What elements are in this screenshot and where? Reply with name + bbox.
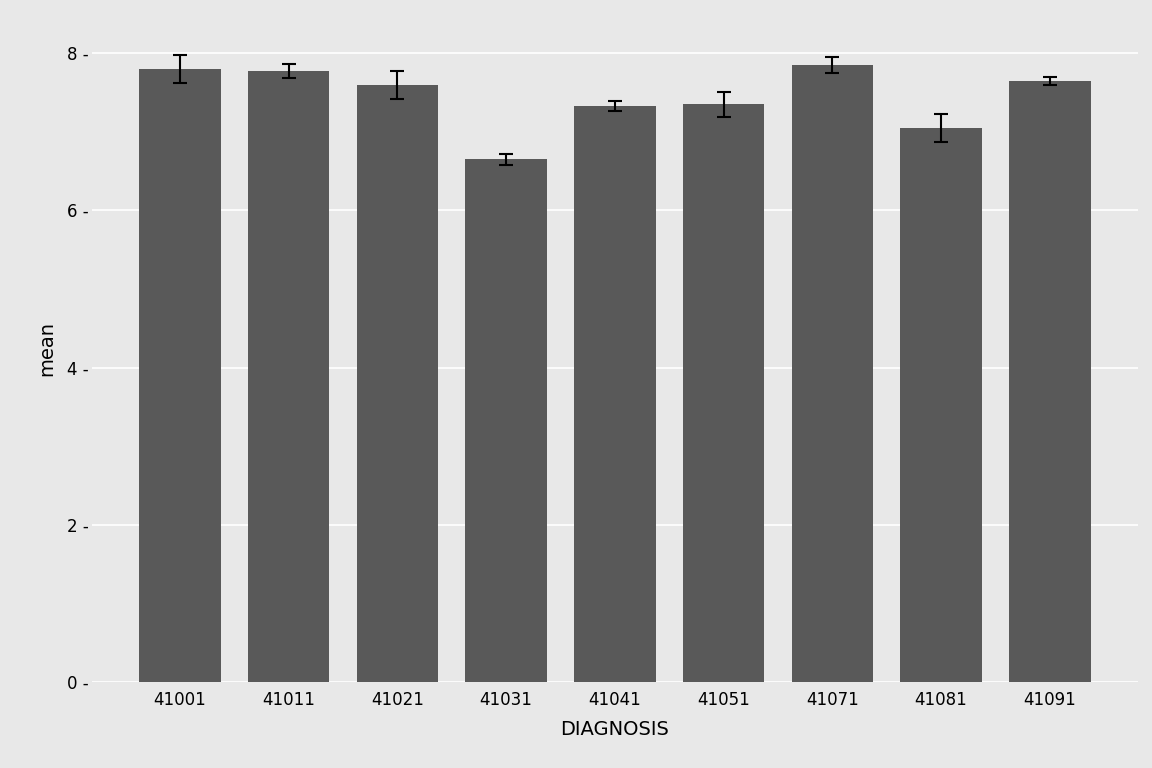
X-axis label: DIAGNOSIS: DIAGNOSIS	[560, 720, 669, 739]
Bar	[248, 71, 329, 682]
Bar	[357, 84, 438, 682]
Bar	[1009, 81, 1091, 682]
Bar	[574, 106, 655, 682]
Bar	[139, 69, 221, 682]
Y-axis label: mean: mean	[37, 320, 56, 376]
Bar	[683, 104, 764, 682]
Bar	[791, 65, 873, 682]
Bar	[465, 160, 547, 682]
Bar	[900, 128, 982, 682]
